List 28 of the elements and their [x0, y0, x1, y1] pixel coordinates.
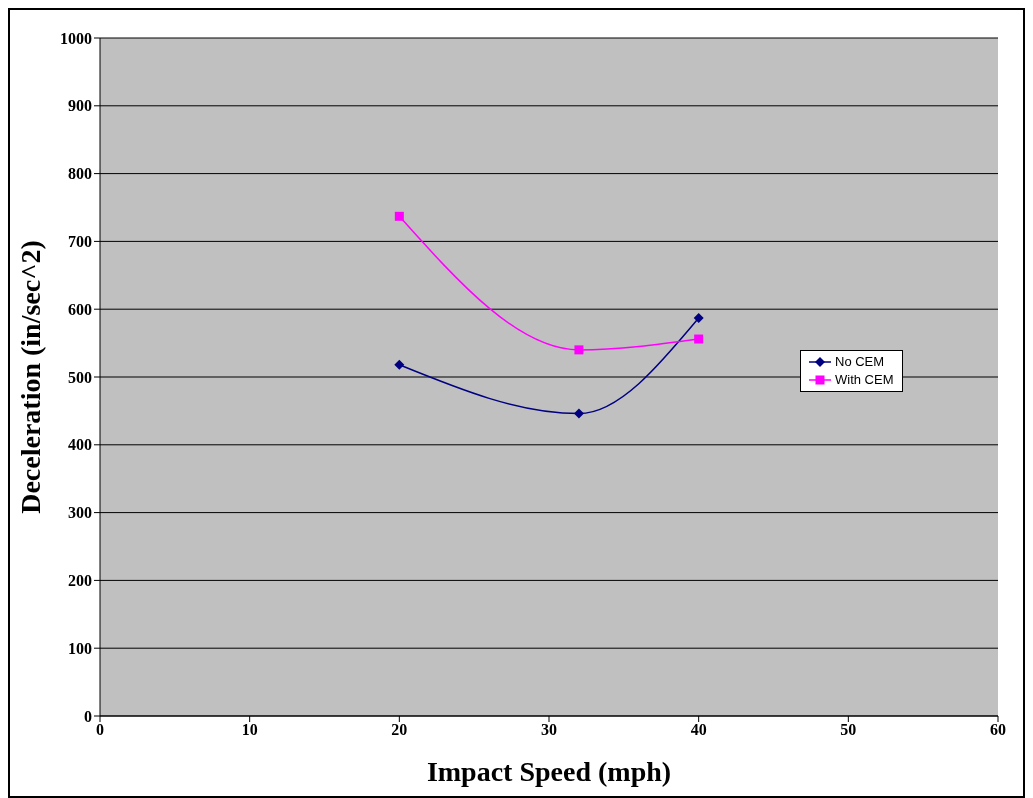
y-tick-label: 600	[68, 300, 92, 318]
y-axis-title: Deceleration (in/sec^2)	[14, 240, 46, 514]
y-tick-label: 300	[68, 504, 92, 522]
point	[574, 345, 584, 355]
y-tick-label: 200	[68, 572, 92, 590]
x-axis-title: Impact Speed (mph)	[426, 756, 672, 787]
point	[573, 408, 584, 419]
y-tick-label: 100	[68, 639, 92, 657]
x-tick-label: 20	[391, 721, 408, 739]
x-tick-label: 40	[690, 721, 707, 739]
point	[394, 359, 405, 370]
y-tick-label: 500	[68, 368, 92, 386]
x-tick-label: 10	[241, 721, 258, 739]
x-tick-label: 0	[96, 721, 104, 739]
point	[693, 313, 704, 324]
x-tick-label: 30	[541, 721, 557, 739]
legend-label: With CEM	[835, 371, 894, 389]
y-tick-label: 0	[84, 707, 92, 725]
y-tick-label: 700	[68, 233, 92, 251]
y-tick-label: 1000	[60, 29, 92, 47]
x-tick-label: 60	[990, 721, 1006, 739]
point	[694, 334, 704, 344]
x-tick-label: 50	[840, 721, 857, 739]
legend-label: No CEM	[835, 353, 885, 371]
y-tick-label: 800	[68, 165, 92, 183]
y-tick-label: 400	[68, 436, 92, 454]
point	[394, 211, 404, 221]
y-tick-label: 900	[68, 97, 92, 115]
